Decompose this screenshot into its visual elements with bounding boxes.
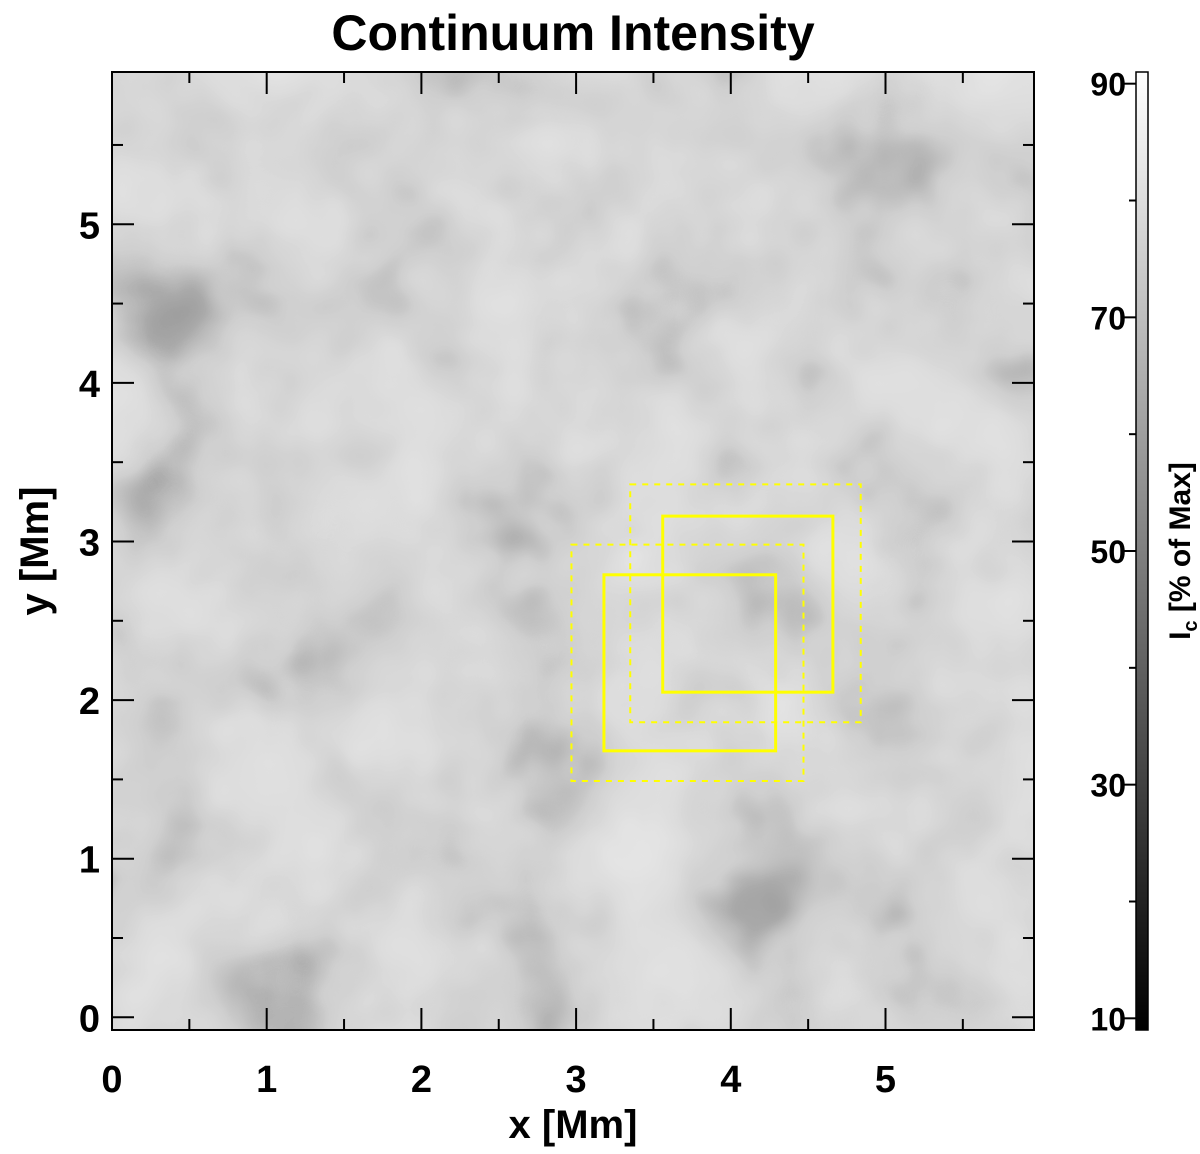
y-tick-label: 1	[79, 840, 100, 882]
x-tick-label: 4	[720, 1059, 741, 1101]
colorbar-gradient	[1135, 71, 1149, 1031]
x-tick-label: 5	[875, 1059, 896, 1101]
chart-title: Continuum Intensity	[331, 5, 814, 61]
colorbar-tick-label: 70	[1090, 300, 1126, 336]
colorbar-label-main: I	[1164, 632, 1197, 640]
colorbar-label: Ic [% of Max]	[1164, 462, 1200, 640]
y-tick-label: 4	[79, 364, 100, 406]
colorbar-tick-label: 30	[1090, 768, 1126, 804]
dashed-box	[570, 543, 805, 782]
x-tick-labels: 0 1 2 3 4 5	[101, 1059, 896, 1101]
dashed-box	[629, 483, 862, 724]
colorbar-tick-label: 90	[1090, 67, 1126, 103]
x-tick-label: 1	[256, 1059, 277, 1101]
axis-ticks	[111, 72, 1034, 1030]
plot-frame	[111, 71, 1035, 1031]
colorbar-tick-label: 50	[1090, 534, 1126, 570]
colorbar-ticks	[1124, 82, 1136, 1020]
colorbar-label-rest: [% of Max]	[1164, 462, 1197, 620]
solid-box	[602, 573, 778, 753]
region-boxes	[570, 483, 862, 782]
x-tick-label: 0	[101, 1059, 122, 1101]
intensity-map	[112, 72, 1034, 1030]
x-tick-label: 3	[566, 1059, 587, 1101]
y-tick-label: 0	[79, 998, 100, 1040]
colorbar: 10 30 50 70 90 Ic [% of Max]	[1090, 67, 1200, 1038]
x-axis-label: x [Mm]	[509, 1103, 638, 1147]
colorbar-tick-label: 10	[1090, 1001, 1126, 1037]
colorbar-tick-labels: 10 30 50 70 90	[1090, 67, 1126, 1038]
x-tick-label: 2	[411, 1059, 432, 1101]
y-axis-label: y [Mm]	[13, 487, 57, 616]
y-tick-label: 2	[79, 681, 100, 723]
y-tick-labels: 0 1 2 3 4 5	[79, 205, 100, 1040]
y-tick-label: 3	[79, 522, 100, 564]
y-tick-label: 5	[79, 205, 100, 247]
solid-box	[661, 514, 835, 694]
colorbar-label-sub: c	[1180, 620, 1200, 631]
